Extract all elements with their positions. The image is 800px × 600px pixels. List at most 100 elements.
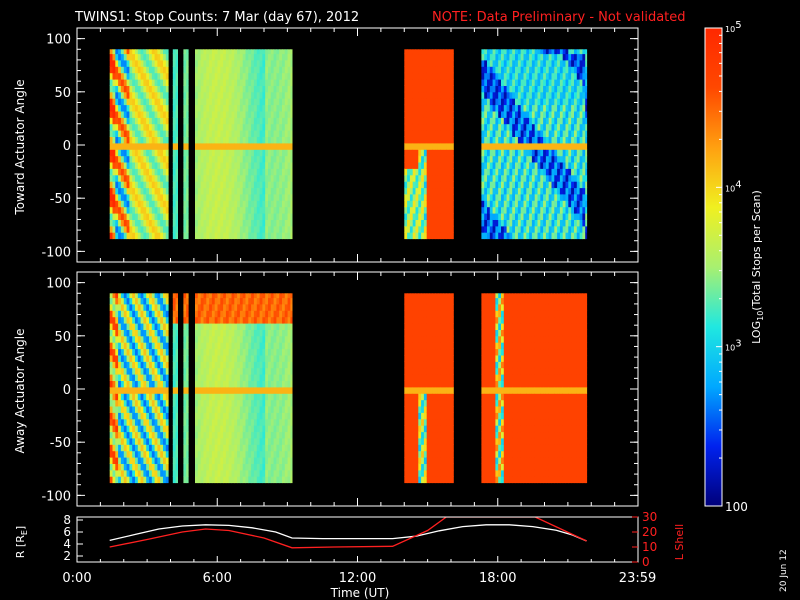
heatmap-cell <box>501 66 505 74</box>
heatmap-cell <box>517 168 522 176</box>
heatmap-cell <box>449 111 453 118</box>
heatmap-cell <box>115 104 119 112</box>
heatmap-cell <box>531 193 536 201</box>
heatmap-cell <box>520 53 524 61</box>
heatmap-cell <box>200 293 204 299</box>
heatmap-cell <box>157 457 161 464</box>
heatmap-cell <box>287 72 291 80</box>
heatmap-cell <box>251 399 255 407</box>
heatmap-cell <box>225 59 230 67</box>
heatmap-cell <box>154 361 158 369</box>
heatmap-cell <box>135 450 139 458</box>
heatmap-cell <box>220 393 224 401</box>
heatmap-cell <box>160 355 164 362</box>
heatmap-cell <box>262 181 266 189</box>
heatmap-cell <box>160 367 164 375</box>
heatmap-cell <box>154 431 158 439</box>
heatmap-cell <box>217 213 221 220</box>
heatmap-cell <box>574 142 578 150</box>
heatmap-cell <box>129 142 133 150</box>
heatmap-cell <box>132 53 136 61</box>
heatmap-cell <box>200 476 204 484</box>
heatmap-cell <box>112 399 116 407</box>
heatmap-cell <box>487 117 491 125</box>
heatmap-cell <box>409 53 414 61</box>
heatmap-cell <box>517 219 522 227</box>
heatmap-cell <box>253 49 258 55</box>
heatmap-cell <box>407 149 411 157</box>
heatmap-cell <box>498 136 502 144</box>
heatmap-cell <box>123 316 128 324</box>
heatmap-cell <box>175 111 178 118</box>
heatmap-cell <box>421 232 425 240</box>
heatmap-cell <box>112 123 116 131</box>
heatmap-cell <box>175 476 178 484</box>
heatmap-cell <box>545 136 550 144</box>
heatmap-cell <box>248 348 252 356</box>
heatmap-cell <box>412 53 416 61</box>
heatmap-cell <box>268 79 272 86</box>
heatmap-cell <box>239 399 244 407</box>
heatmap-cell <box>557 104 561 112</box>
heatmap-cell <box>214 355 218 362</box>
heatmap-cell <box>574 225 578 233</box>
heatmap-cell <box>154 130 158 137</box>
heatmap-cell <box>217 348 221 356</box>
heatmap-cell <box>282 123 286 131</box>
heatmap-cell <box>118 168 122 176</box>
heatmap-cell <box>223 59 227 67</box>
heatmap-cell <box>585 72 588 80</box>
heatmap-cell <box>195 348 199 356</box>
heatmap-cell <box>231 117 235 125</box>
heatmap-cell <box>554 49 558 55</box>
heatmap-cell <box>512 162 516 169</box>
heatmap-cell <box>209 310 213 318</box>
heatmap-cell <box>571 142 575 150</box>
heatmap-cell <box>245 117 249 125</box>
heatmap-cell <box>211 225 216 233</box>
heatmap-cell <box>132 431 136 439</box>
heatmap-cell <box>129 181 133 189</box>
heatmap-cell <box>186 98 189 106</box>
heatmap-cell <box>276 117 280 125</box>
heatmap-cell <box>237 187 241 195</box>
heatmap-cell <box>404 225 408 233</box>
heatmap-cell <box>571 53 575 61</box>
heatmap-cell <box>186 174 189 182</box>
heatmap-cell <box>223 348 227 356</box>
heatmap-cell <box>276 168 280 176</box>
heatmap-cell <box>217 187 221 195</box>
heatmap-cell <box>154 412 158 420</box>
heatmap-cell <box>270 123 275 131</box>
heatmap-cell <box>234 142 238 150</box>
heatmap-cell <box>129 213 133 220</box>
heatmap-cell <box>432 59 436 67</box>
heatmap-cell <box>256 49 261 55</box>
heatmap-cell <box>579 232 583 240</box>
heatmap-cell <box>245 374 249 381</box>
heatmap-cell <box>172 355 177 362</box>
heatmap-cell <box>149 303 153 311</box>
heatmap-cell <box>175 329 178 337</box>
heatmap-cell <box>531 117 536 125</box>
heatmap-cell <box>234 225 238 233</box>
heatmap-cell <box>279 200 283 208</box>
heatmap-cell <box>203 293 207 299</box>
heatmap-cell <box>120 123 125 131</box>
heatmap-cell <box>248 310 252 318</box>
heatmap-cell <box>412 206 416 214</box>
heatmap-cell <box>551 193 555 201</box>
heatmap-cell <box>135 142 139 150</box>
heatmap-cell <box>175 206 178 214</box>
heatmap-cell <box>543 98 547 106</box>
heatmap-cell <box>520 174 524 182</box>
heatmap-cell <box>206 437 210 445</box>
heatmap-cell <box>231 49 235 55</box>
heatmap-cell <box>163 469 167 477</box>
heatmap-cell <box>165 418 169 426</box>
heatmap-cell <box>220 355 224 362</box>
heatmap-cell <box>118 187 122 195</box>
heatmap-cell <box>501 85 505 93</box>
heatmap-cell <box>579 91 583 99</box>
heatmap-cell <box>579 53 583 61</box>
